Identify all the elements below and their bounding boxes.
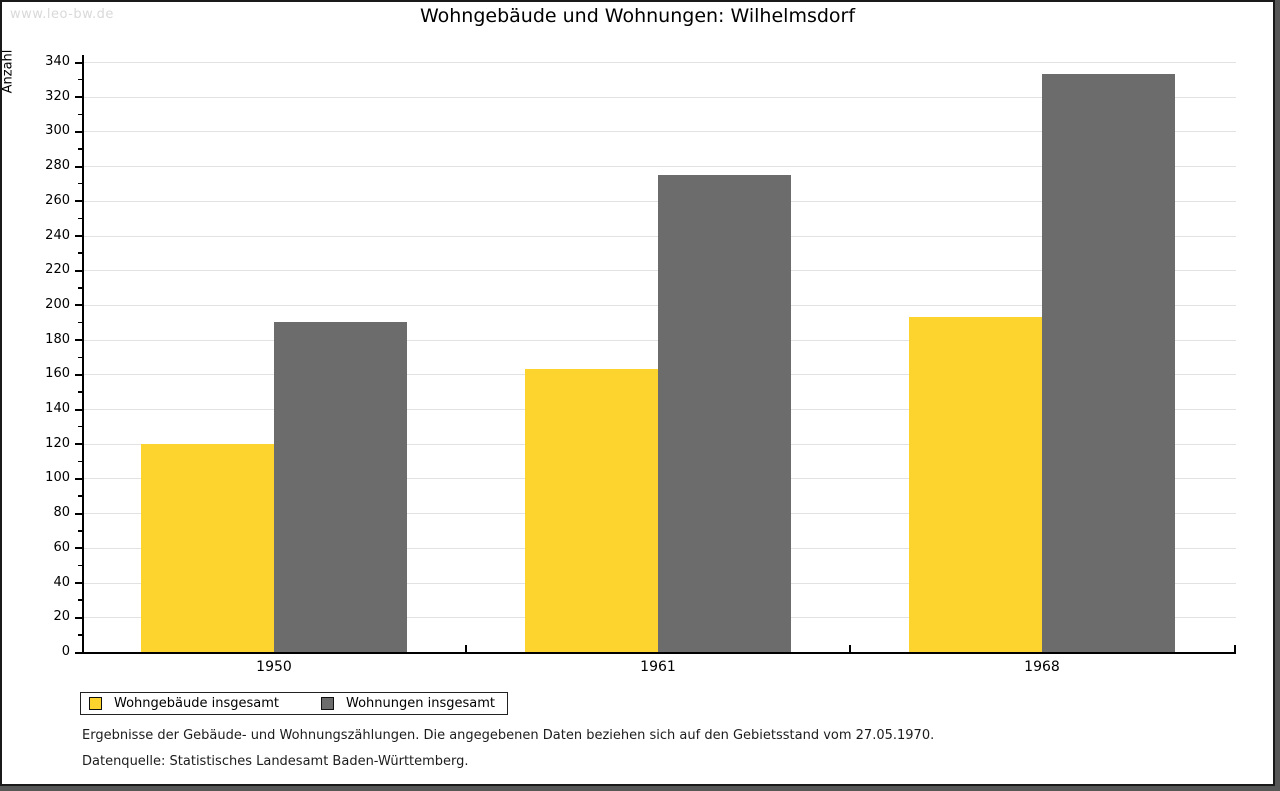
- y-major-tick: [75, 616, 82, 619]
- footnote-source-note: Ergebnisse der Gebäude- und Wohnungszähl…: [82, 728, 935, 743]
- y-major-tick: [75, 130, 82, 133]
- y-tick-label: 140: [45, 401, 70, 417]
- bar-wohngebaeude-1950: [141, 443, 274, 652]
- legend-swatch-wohnungen: [321, 697, 334, 710]
- legend-label-wohnungen: Wohnungen insgesamt: [346, 696, 495, 711]
- y-tick-label: 260: [45, 192, 70, 208]
- y-minor-tick: [78, 182, 82, 185]
- y-minor-tick: [78, 425, 82, 428]
- gridline: [84, 62, 1236, 63]
- y-tick-label: 160: [45, 366, 70, 382]
- y-minor-tick: [78, 252, 82, 254]
- y-major-tick: [75, 443, 82, 446]
- y-minor-tick: [78, 287, 82, 289]
- legend-item-wohngebaeude: Wohngebäude insgesamt: [89, 696, 279, 711]
- y-minor-tick: [78, 321, 82, 324]
- x-axis-end-tick: [1234, 645, 1236, 652]
- y-minor-tick: [78, 599, 82, 601]
- chart-title: Wohngebäude und Wohnungen: Wilhelmsdorf: [419, 5, 856, 27]
- y-minor-tick: [78, 78, 82, 81]
- y-major-tick: [75, 200, 82, 203]
- bar-wohnungen-1950: [274, 322, 407, 652]
- footnote-data-source: Datenquelle: Statistisches Landesamt Bad…: [82, 754, 469, 769]
- y-tick-label: 180: [45, 331, 70, 347]
- y-major-tick: [75, 373, 82, 376]
- y-minor-tick: [78, 391, 82, 393]
- legend-label-wohngebaeude: Wohngebäude insgesamt: [114, 696, 279, 711]
- y-major-tick: [75, 235, 82, 238]
- y-major-tick: [75, 269, 82, 272]
- y-tick-label: 200: [45, 296, 70, 312]
- y-tick-label: 100: [45, 470, 70, 486]
- y-tick-label: 300: [45, 123, 70, 139]
- y-tick-label: 220: [45, 262, 70, 278]
- y-major-tick: [75, 339, 82, 342]
- y-minor-tick: [78, 495, 82, 497]
- y-tick-label: 340: [45, 54, 70, 69]
- y-tick-label: 60: [53, 539, 70, 555]
- x-tick-label-1950: 1950: [256, 659, 292, 675]
- y-minor-tick: [78, 113, 82, 116]
- y-tick-label: 320: [45, 88, 70, 104]
- y-tick-label: 80: [53, 505, 70, 521]
- y-minor-tick: [78, 460, 82, 463]
- x-tick-label-1961: 1961: [640, 659, 676, 675]
- bar-wohngebaeude-1968: [909, 317, 1042, 652]
- y-major-tick: [75, 512, 82, 515]
- y-major-tick: [75, 477, 82, 480]
- y-tick-label: 280: [45, 158, 70, 174]
- y-major-tick: [75, 582, 82, 585]
- y-tick-label: 20: [53, 609, 70, 625]
- legend: Wohngebäude insgesamt Wohnungen insgesam…: [80, 692, 508, 715]
- x-group-boundary-tick: [849, 645, 851, 652]
- bar-wohnungen-1968: [1042, 74, 1175, 652]
- gridline: [84, 96, 1236, 98]
- y-axis-line: [82, 55, 84, 654]
- y-minor-tick: [78, 564, 82, 567]
- gridline: [84, 131, 1236, 133]
- bar-wohnungen-1961: [658, 174, 791, 652]
- gridline: [84, 166, 1236, 168]
- y-tick-label: 120: [45, 435, 70, 451]
- y-major-tick: [75, 304, 82, 307]
- y-major-tick: [75, 96, 82, 99]
- y-tick-label: 240: [45, 227, 70, 243]
- y-minor-tick: [78, 148, 82, 150]
- y-major-tick: [75, 547, 82, 550]
- y-minor-tick: [78, 356, 82, 358]
- y-tick-label: 0: [61, 644, 70, 659]
- y-minor-tick: [78, 217, 82, 220]
- y-major-tick: [75, 61, 82, 64]
- bar-wohngebaeude-1961: [525, 369, 658, 652]
- legend-swatch-wohngebaeude: [89, 697, 102, 710]
- y-tick-label: 40: [53, 574, 70, 590]
- y-minor-tick: [78, 530, 82, 532]
- y-major-tick: [75, 165, 82, 168]
- y-minor-tick: [78, 634, 82, 636]
- x-group-boundary-tick: [465, 645, 467, 652]
- y-major-tick: [75, 651, 82, 654]
- legend-item-wohnungen: Wohnungen insgesamt: [321, 696, 495, 711]
- x-axis-line: [82, 652, 1236, 654]
- y-major-tick: [75, 408, 82, 411]
- watermark-text: www.leo-bw.de: [10, 7, 114, 22]
- x-tick-label-1968: 1968: [1024, 659, 1060, 675]
